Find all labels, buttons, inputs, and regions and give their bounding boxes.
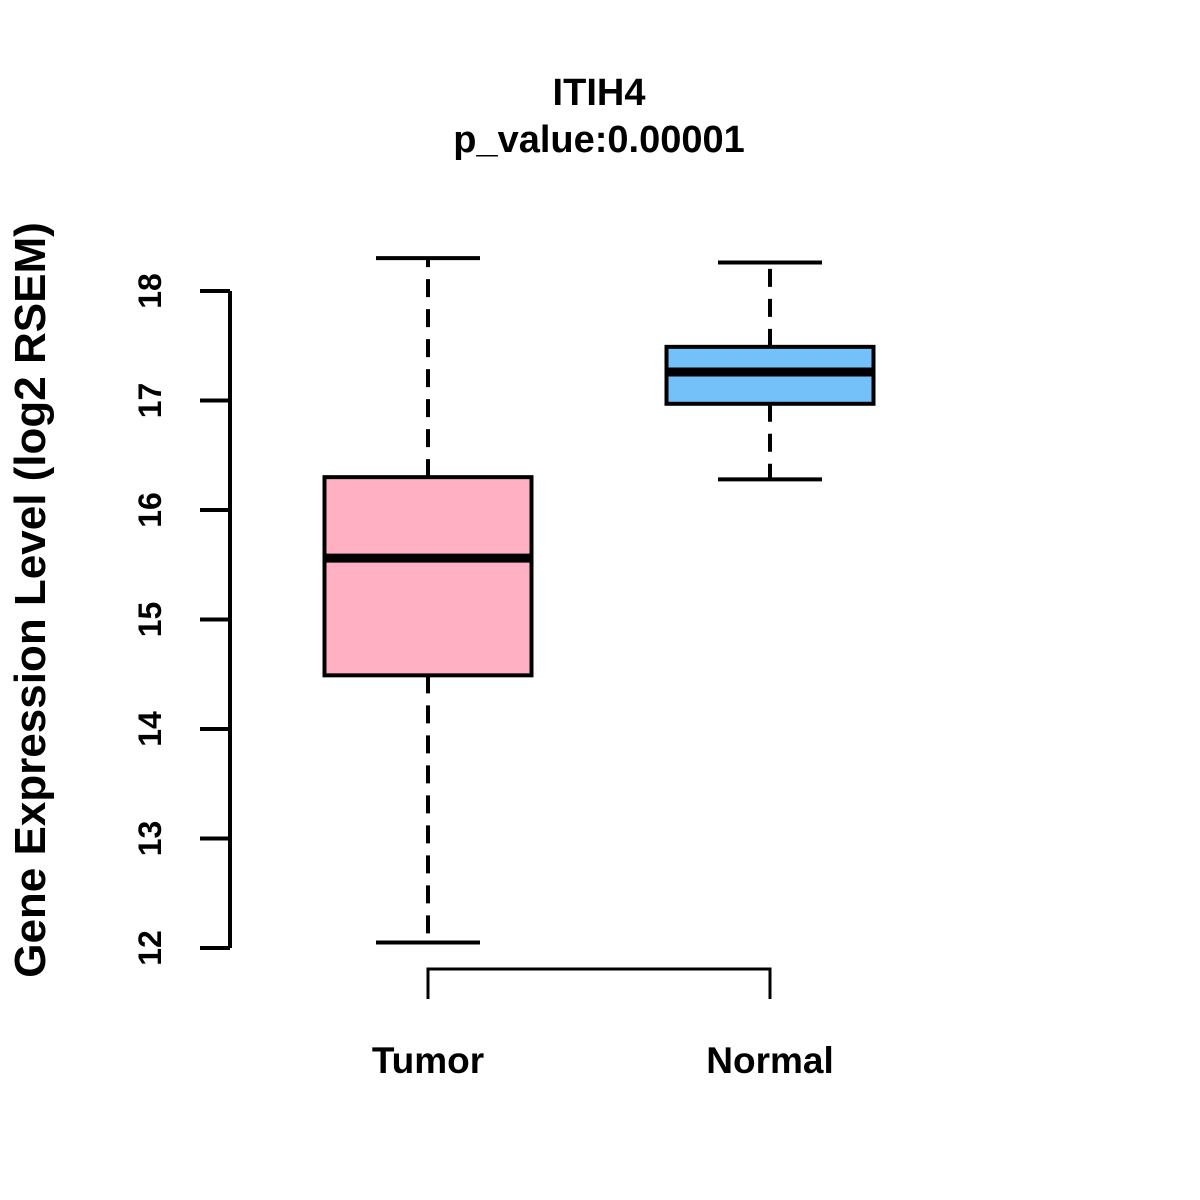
y-axis-tick-label: 14 xyxy=(132,711,168,747)
y-axis: 12 13 14 15 16 17 18 xyxy=(132,273,232,966)
y-axis-tick-label: 15 xyxy=(132,602,168,638)
iqr-box xyxy=(322,475,534,678)
y-axis-tick-label: 18 xyxy=(132,273,168,309)
box-normal xyxy=(664,260,876,482)
y-axis-tick-label: 17 xyxy=(132,383,168,419)
y-axis-tick-label: 16 xyxy=(132,492,168,528)
y-axis-tick-label: 12 xyxy=(132,930,168,966)
chart-title: ITIH4 xyxy=(552,72,646,114)
y-axis-tick-label: 13 xyxy=(132,821,168,857)
chart-title-block: ITIH4 p_value:0.00001 xyxy=(230,70,968,164)
box-tumor xyxy=(322,256,534,945)
x-axis-bracket xyxy=(426,967,772,999)
category-label-normal: Normal xyxy=(706,1040,834,1081)
y-axis-label: Gene Expression Level (log2 RSEM) xyxy=(6,222,55,978)
category-label-tumor: Tumor xyxy=(371,1040,485,1081)
chart-subtitle: p_value:0.00001 xyxy=(453,119,745,161)
